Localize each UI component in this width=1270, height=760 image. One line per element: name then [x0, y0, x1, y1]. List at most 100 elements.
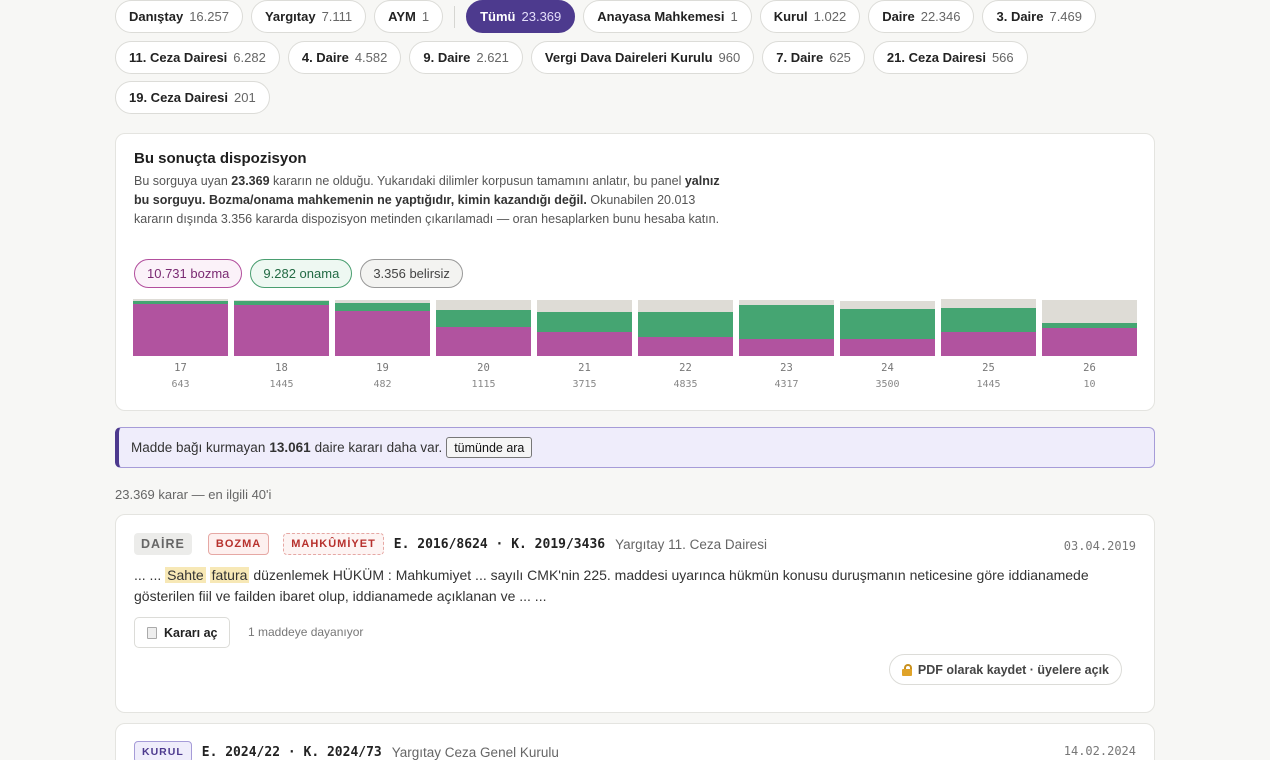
filter-chip-tumu[interactable]: Tümü 23.369 — [466, 0, 576, 33]
chart-bar-18 — [234, 300, 329, 356]
chart-tick-label: 18 — [275, 362, 288, 374]
outcome-tag: BOZMA — [207, 533, 270, 555]
chart-total-label: 4835 — [673, 379, 698, 390]
chip-label: Daire — [882, 9, 915, 24]
bar-segment-belirsiz — [638, 300, 733, 312]
chip-count: 2.621 — [476, 50, 509, 65]
chip-label: AYM — [388, 9, 416, 24]
chip-count: 960 — [718, 50, 741, 65]
bar-segment-onama — [335, 303, 430, 311]
filter-chip-11-ceza-dairesi[interactable]: 11. Ceza Dairesi 6.282 — [115, 41, 280, 74]
notice-text: daire kararı daha var. — [314, 440, 443, 455]
court-name: Yargıtay 11. Ceza Dairesi — [615, 536, 767, 552]
bar-segment-belirsiz — [234, 300, 329, 301]
chip-count: 22.346 — [920, 9, 961, 24]
card-header: DAİRE BOZMA MAHKÛMİYET E. 2016/8624 · K.… — [134, 533, 767, 555]
bar-segment-belirsiz — [739, 300, 834, 305]
desc-count: 23.369 — [231, 174, 270, 188]
chip-label: Kurul — [773, 9, 808, 24]
chip-count: 1.022 — [813, 9, 847, 24]
chip-label: 3. Daire — [996, 9, 1044, 24]
chip-count: 16.257 — [189, 9, 229, 24]
bar-segment-bozma — [537, 332, 632, 356]
search-all-button[interactable]: tümünde ara — [446, 437, 533, 458]
bar-segment-belirsiz — [537, 300, 632, 312]
filter-chip-aym[interactable]: AYM 1 — [374, 0, 444, 33]
chart-tick-label: 20 — [477, 362, 490, 374]
unlinked-notice: Madde bağı kurmayan 13.061 daire kararı … — [115, 427, 1155, 468]
document-icon — [147, 626, 157, 639]
chart-bar-19 — [335, 300, 430, 356]
chart-tick-label: 21 — [578, 362, 591, 374]
chart-bar-24 — [840, 300, 935, 356]
bar-segment-belirsiz — [840, 301, 935, 309]
lock-icon — [901, 663, 912, 676]
bar-segment-bozma — [133, 304, 228, 356]
chip-label: 11. Ceza Dairesi — [129, 50, 228, 65]
bar-segment-onama — [234, 301, 329, 305]
bar-segment-belirsiz — [436, 300, 531, 310]
snippet-highlight: fatura — [209, 567, 250, 583]
bar-segment-bozma — [840, 339, 935, 356]
filter-chip-19-ceza-dairesi[interactable]: 19. Ceza Dairesi 201 — [115, 81, 270, 114]
chip-label: 21. Ceza Dairesi — [886, 50, 986, 65]
filter-row-1: Danıştay 16.257 Yargıtay 7.111 AYM 1 Tümü 23… — [115, 0, 1097, 33]
chip-label: Yargıtay — [264, 9, 316, 24]
open-decision-button[interactable]: Kararı aç — [134, 617, 230, 648]
chip-label: Anayasa Mahkemesi — [597, 9, 725, 24]
court-name: Yargıtay Ceza Genel Kurulu — [391, 744, 559, 760]
save-pdf-button[interactable]: PDF olarak kaydet · üyelere açık — [888, 654, 1122, 685]
result-card: KURUL E. 2024/22 · K. 2024/73 Yargıtay C… — [115, 723, 1155, 760]
desc-emphasis: yalnız bu sorguyu. Bozma/onama mahkemeni… — [134, 174, 720, 207]
bar-segment-bozma — [739, 339, 834, 356]
chip-label: Tümü — [480, 9, 516, 24]
disposition-pills: 10.731 bozma 9.282 onama 3.356 belirsiz — [134, 259, 463, 288]
filter-chip-yargitay[interactable]: Yargıtay 7.111 — [250, 0, 367, 33]
chart-tick-label: 24 — [881, 362, 894, 374]
panel-title: Bu sonuçta dispozisyon — [134, 150, 307, 167]
bar-segment-bozma — [941, 332, 1036, 356]
filter-chip-3-daire[interactable]: 3. Daire 7.469 — [982, 0, 1097, 33]
filter-chip-21-ceza-dairesi[interactable]: 21. Ceza Dairesi 566 — [872, 41, 1028, 74]
filter-chip-daire[interactable]: Daire 22.346 — [868, 0, 975, 33]
chart-total-label: 10 — [1083, 379, 1096, 390]
decision-date: 03.04.2019 — [1063, 539, 1136, 553]
result-card: DAİRE BOZMA MAHKÛMİYET E. 2016/8624 · K.… — [115, 514, 1155, 713]
filter-chip-7-daire[interactable]: 7. Daire 625 — [762, 41, 865, 74]
button-label: PDF olarak kaydet · üyelere açık — [917, 662, 1109, 677]
panel-description: Bu sorguya uyan 23.369 kararın ne olduğu… — [134, 172, 734, 229]
filter-chip-anayasa-mahkemesi[interactable]: Anayasa Mahkemesi 1 — [583, 0, 752, 33]
notice-text: Madde bağı kurmayan — [131, 440, 266, 455]
chart-bar-23 — [739, 300, 834, 356]
filter-chip-vergi-dava-daireleri-kurulu[interactable]: Vergi Dava Daireleri Kurulu 960 — [530, 41, 755, 74]
chart-bar-22 — [638, 300, 733, 356]
bar-segment-bozma — [1042, 328, 1137, 356]
snippet-highlight: Sahte — [165, 567, 206, 583]
chip-count: 201 — [234, 90, 256, 105]
bar-segment-belirsiz — [335, 300, 430, 303]
card-snippet: ... ... Sahte fatura düzenlemek HÜKÜM : … — [134, 565, 1134, 607]
decision-date: 14.02.2024 — [1063, 744, 1136, 758]
filter-chip-9-daire[interactable]: 9. Daire 2.621 — [409, 41, 523, 74]
chip-label: 7. Daire — [776, 50, 824, 65]
bar-segment-onama — [638, 312, 733, 337]
snippet-text: ... ... — [134, 567, 162, 583]
result-tag: MAHKÛMİYET — [283, 533, 384, 555]
filter-chip-4-daire[interactable]: 4. Daire 4.582 — [287, 41, 402, 74]
filter-chip-danistay[interactable]: Danıştay 16.257 — [115, 0, 243, 33]
chart-tick-label: 23 — [780, 362, 793, 374]
chart-total-label: 1445 — [976, 379, 1001, 390]
chart-label: 18 1445 — [234, 362, 329, 390]
bar-segment-onama — [941, 308, 1036, 332]
disposition-chart — [133, 299, 1138, 360]
chip-label: Danıştay — [129, 9, 184, 24]
bar-segment-belirsiz — [1042, 300, 1137, 323]
bar-segment-belirsiz — [133, 299, 228, 301]
notice-count: 13.061 — [269, 440, 311, 455]
filter-chip-kurul[interactable]: Kurul 1.022 — [759, 0, 861, 33]
bar-segment-bozma — [638, 337, 733, 356]
filter-row-2: 11. Ceza Dairesi 6.282 4. Daire 4.582 9. D… — [115, 41, 1028, 74]
chart-tick-label: 19 — [376, 362, 389, 374]
chart-total-label: 3500 — [875, 379, 900, 390]
